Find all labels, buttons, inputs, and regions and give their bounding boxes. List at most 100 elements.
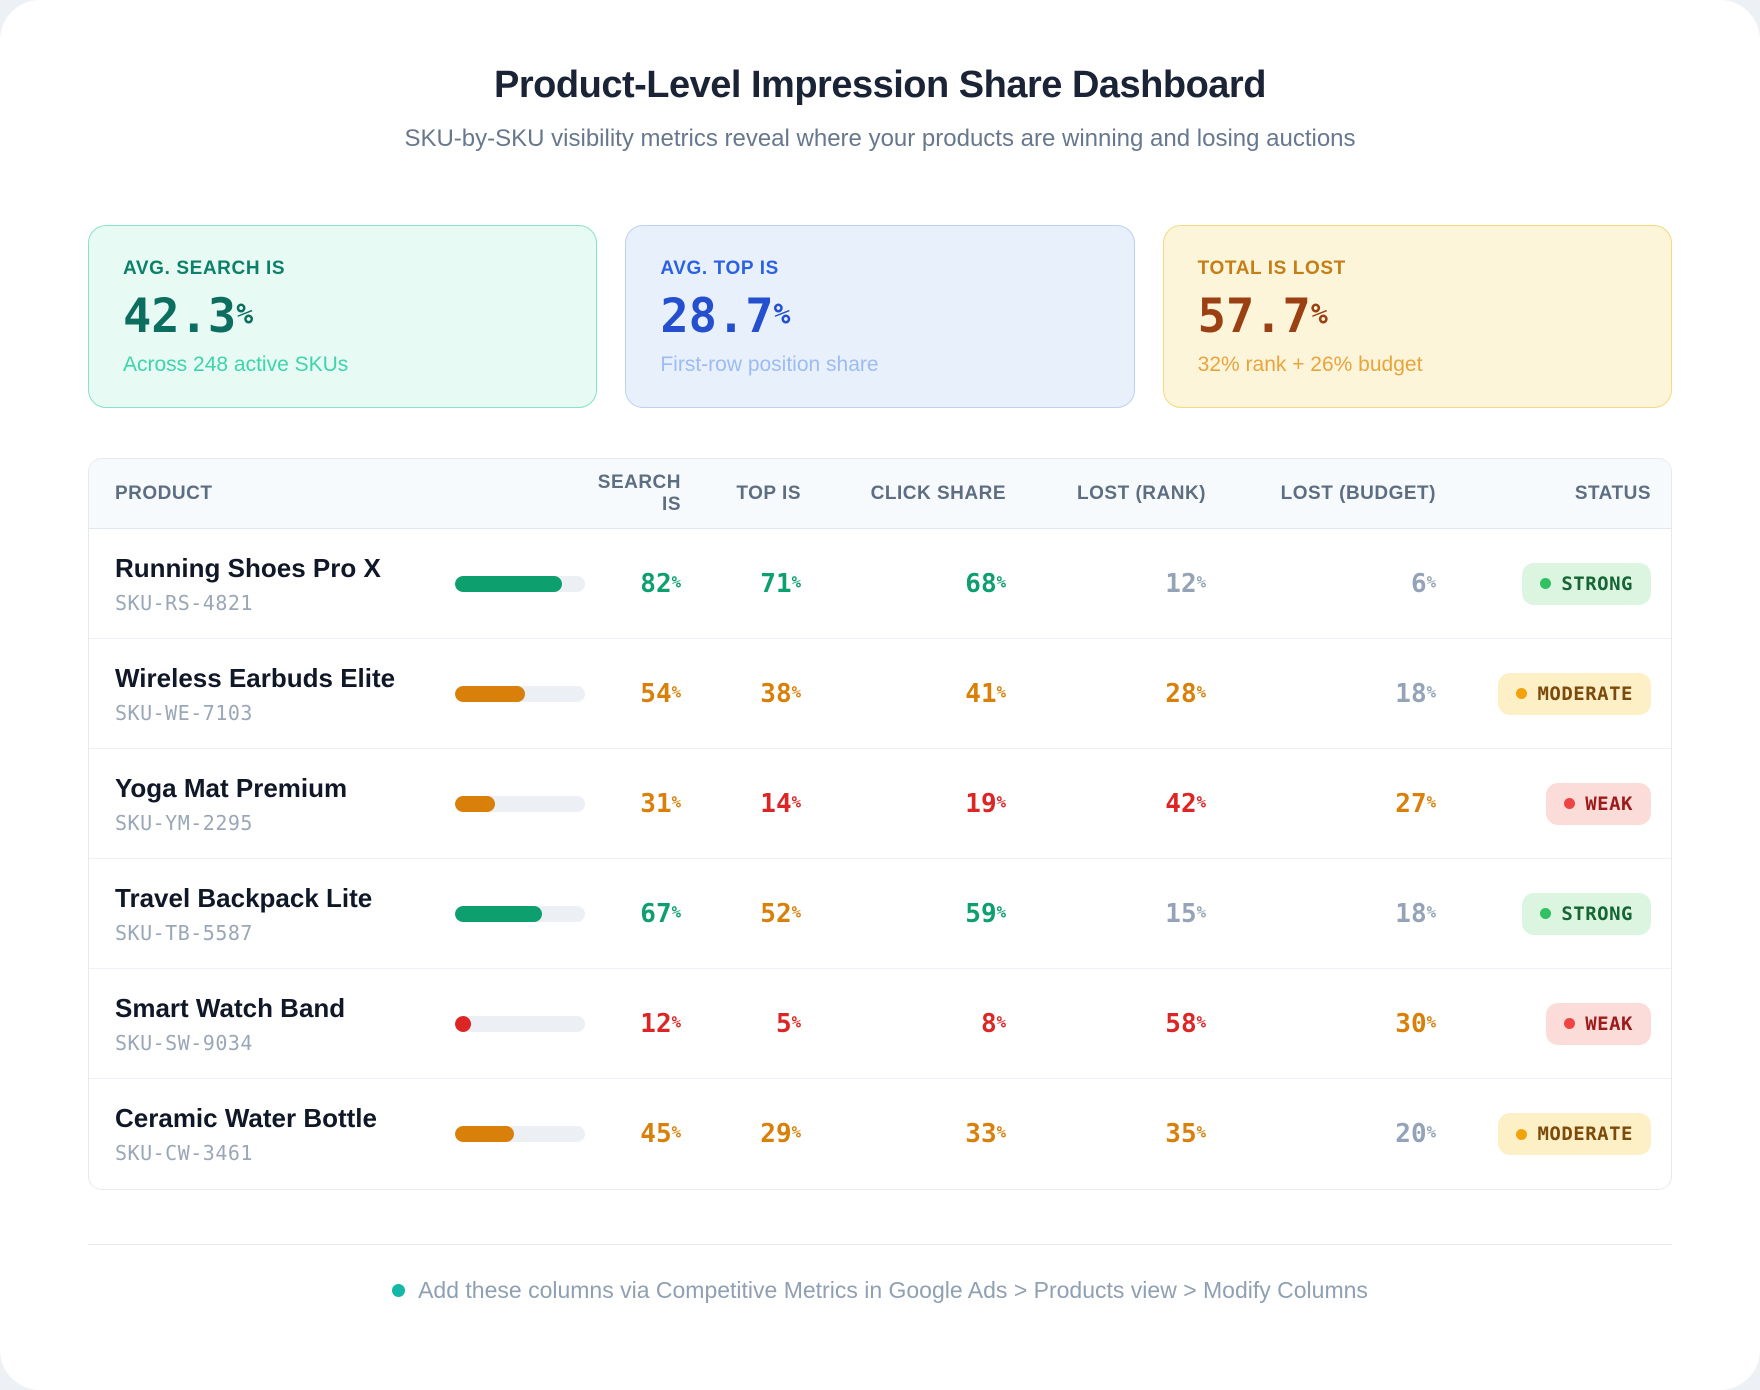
bar-track: [455, 1015, 585, 1032]
column-header-lost-budget: LOST (BUDGET): [1280, 482, 1436, 504]
percent-sign: %: [1196, 1013, 1206, 1032]
card-label: TOTAL IS LOST: [1197, 258, 1346, 279]
table-header-row: PRODUCT SEARCH IS TOP IS CLICK SHARE LOST (R…: [89, 459, 1671, 530]
status-cell: MODERATE: [1436, 672, 1651, 715]
bar-track: [455, 795, 585, 812]
percent-sign: %: [671, 1013, 681, 1032]
summary-card-avg-search-is: AVG. SEARCH IS 42.3% Across 248 active SKU…: [88, 225, 598, 409]
bar-track: [455, 1126, 585, 1143]
product-name: Ceramic Water Bottle: [115, 1103, 377, 1134]
product-sku: SKU-WE-7103: [115, 700, 253, 725]
bar-fill: [455, 575, 562, 592]
table-row: Yoga Mat Premium SKU-YM-2295 31% 14% 19% 42% 2…: [89, 749, 1671, 860]
search-is-bar: [455, 905, 585, 922]
percent-sign: %: [1196, 793, 1206, 812]
click-share-value: 68%: [965, 568, 1006, 599]
click-share-value: 19%: [965, 788, 1006, 819]
product-name: Wireless Earbuds Elite: [115, 662, 396, 693]
top-is-value: 14%: [760, 788, 801, 819]
percent-sign: %: [1426, 793, 1436, 812]
status-label: STRONG: [1561, 902, 1633, 925]
status-badge: STRONG: [1522, 562, 1651, 605]
status-cell: STRONG: [1436, 562, 1651, 605]
status-badge: WEAK: [1546, 782, 1651, 825]
status-badge: STRONG: [1522, 892, 1651, 935]
status-cell: WEAK: [1436, 782, 1651, 825]
lost-rank-value: 15%: [1165, 898, 1206, 929]
product-name: Smart Watch Band: [115, 992, 346, 1023]
percent-sign: %: [996, 793, 1006, 812]
status-badge: WEAK: [1546, 1002, 1651, 1045]
percent-sign: %: [1196, 573, 1206, 592]
lost-rank-value: 12%: [1165, 568, 1206, 599]
status-dot-icon: [1516, 1128, 1528, 1140]
bar-fill: [455, 1126, 514, 1143]
lost-budget-value: 27%: [1395, 788, 1436, 819]
search-is-bar: [455, 575, 585, 592]
column-header-product: PRODUCT: [115, 482, 213, 504]
percent-sign: %: [791, 1123, 801, 1142]
status-label: WEAK: [1585, 1012, 1633, 1035]
product-sku: SKU-TB-5587: [115, 920, 253, 945]
bar-track: [455, 685, 585, 702]
page-subtitle: SKU-by-SKU visibility metrics reveal whe…: [404, 125, 1356, 152]
percent-sign: %: [996, 683, 1006, 702]
search-is-value: 45%: [640, 1119, 681, 1150]
column-header-lost-rank: LOST (RANK): [1077, 482, 1206, 504]
status-label: MODERATE: [1537, 682, 1633, 705]
top-is-value: 52%: [760, 898, 801, 929]
bar-fill: [455, 1015, 471, 1032]
status-cell: STRONG: [1436, 892, 1651, 935]
search-is-bar: [455, 685, 585, 702]
top-is-value: 71%: [760, 568, 801, 599]
search-is-bar: [455, 1126, 585, 1143]
lost-rank-value: 58%: [1165, 1008, 1206, 1039]
percent-sign: %: [1426, 573, 1436, 592]
product-name: Yoga Mat Premium: [115, 772, 348, 803]
product-cell: Ceramic Water Bottle SKU-CW-3461: [115, 1103, 455, 1165]
status-dot-icon: [1564, 1018, 1576, 1030]
percent-sign: %: [1310, 297, 1328, 331]
column-header-search-is: SEARCH IS: [597, 471, 681, 515]
product-name: Travel Backpack Lite: [115, 882, 373, 913]
bar-track: [455, 575, 585, 592]
click-share-value: 41%: [965, 678, 1006, 709]
lost-rank-value: 35%: [1165, 1119, 1206, 1150]
top-is-value: 5%: [775, 1008, 801, 1039]
percent-sign: %: [1196, 1123, 1206, 1142]
product-sku: SKU-SW-9034: [115, 1030, 253, 1055]
search-is-value: 82%: [640, 568, 681, 599]
table-row: Running Shoes Pro X SKU-RS-4821 82% 71% 68% 1…: [89, 529, 1671, 640]
search-is-bar: [455, 1015, 585, 1032]
percent-sign: %: [791, 573, 801, 592]
lost-budget-value: 30%: [1395, 1008, 1436, 1039]
top-is-value: 29%: [760, 1119, 801, 1150]
status-badge: MODERATE: [1498, 1113, 1651, 1156]
card-label: AVG. SEARCH IS: [123, 258, 286, 279]
percent-sign: %: [1426, 903, 1436, 922]
card-label: AVG. TOP IS: [660, 258, 779, 279]
product-cell: Wireless Earbuds Elite SKU-WE-7103: [115, 663, 455, 725]
column-header-status: STATUS: [1574, 482, 1651, 504]
percent-sign: %: [791, 793, 801, 812]
percent-sign: %: [1426, 1123, 1436, 1142]
summary-card-total-is-lost: TOTAL IS LOST 57.7% 32% rank + 26% budget: [1162, 225, 1672, 409]
search-is-value: 12%: [640, 1008, 681, 1039]
lost-budget-value: 18%: [1395, 898, 1436, 929]
product-cell: Yoga Mat Premium SKU-YM-2295: [115, 773, 455, 835]
click-share-value: 33%: [965, 1119, 1006, 1150]
card-caption: Across 248 active SKUs: [123, 353, 349, 377]
search-is-value: 67%: [640, 898, 681, 929]
percent-sign: %: [996, 573, 1006, 592]
click-share-value: 8%: [980, 1008, 1006, 1039]
percent-sign: %: [1196, 683, 1206, 702]
card-value: 28.7%: [660, 289, 791, 344]
lost-rank-value: 28%: [1165, 678, 1206, 709]
bar-track: [455, 905, 585, 922]
status-dot-icon: [1564, 798, 1576, 810]
status-badge: MODERATE: [1498, 672, 1651, 715]
status-cell: MODERATE: [1436, 1113, 1651, 1156]
table-row: Ceramic Water Bottle SKU-CW-3461 45% 29% 33%…: [89, 1079, 1671, 1189]
impression-share-table: PRODUCT SEARCH IS TOP IS CLICK SHARE LOST (R…: [88, 458, 1672, 1191]
